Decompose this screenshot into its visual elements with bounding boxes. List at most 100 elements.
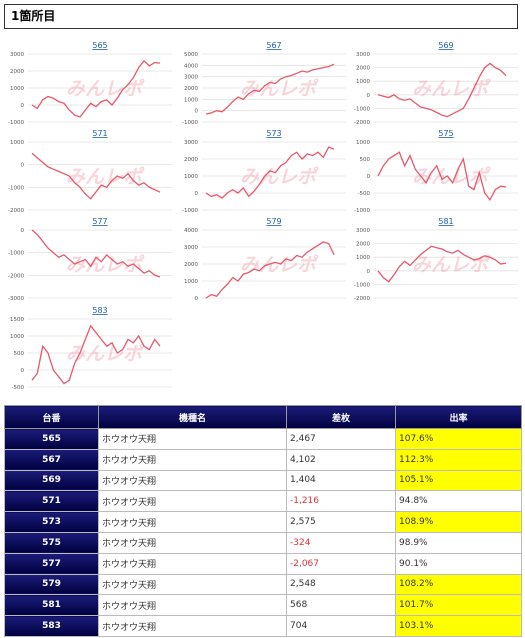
y-tick-label: 2000 — [184, 86, 198, 92]
header-row: 台番 機種名 差枚 出率 — [4, 405, 522, 429]
watermark: みんレポ — [240, 166, 319, 188]
table-row: 573 ホウオウ天翔 2,575 108.9% — [4, 511, 522, 533]
y-tick-label: -1000 — [8, 120, 24, 126]
machine-name: ホウオウ天翔 — [98, 448, 287, 471]
y-tick-label: 500 — [14, 351, 25, 357]
y-tick-label: 1000 — [184, 279, 198, 285]
y-tick-label: -2000 — [354, 120, 370, 126]
chart-title-link[interactable]: 577 — [92, 217, 107, 226]
payout-rate: 103.1% — [395, 615, 522, 637]
chart-title-link[interactable]: 569 — [438, 41, 453, 50]
y-tick-label: 1000 — [356, 255, 370, 261]
watermark: みんレポ — [412, 78, 491, 100]
payout-rate: 107.6% — [395, 428, 522, 450]
data-line — [377, 62, 507, 118]
y-tick-label: 1000 — [356, 79, 370, 85]
data-line — [205, 146, 335, 199]
y-tick-label: 0 — [367, 93, 371, 99]
watermark: みんレポ — [66, 166, 145, 188]
y-tick-label: 0 — [21, 163, 25, 169]
y-tick-label: 1000 — [184, 174, 198, 180]
y-tick-label: 3000 — [10, 52, 24, 58]
y-tick-label: -1000 — [182, 208, 198, 214]
y-tick-label: 1000 — [10, 86, 24, 92]
y-tick-label: -1000 — [182, 120, 198, 126]
column-header: 差枚 — [286, 405, 396, 429]
y-tick-label: -1000 — [354, 106, 370, 112]
payout-rate: 105.1% — [395, 469, 522, 492]
watermark: みんレポ — [412, 254, 491, 276]
y-tick-label: -1000 — [8, 251, 24, 257]
y-tick-label: 5000 — [184, 52, 198, 58]
y-tick-label: 1000 — [356, 140, 370, 146]
y-tick-label: 3000 — [184, 140, 198, 146]
y-tick-label: 3000 — [356, 228, 370, 234]
y-tick-label: 2000 — [356, 242, 370, 248]
y-tick-label: 2000 — [356, 66, 370, 72]
chart-title-link[interactable]: 567 — [266, 41, 281, 50]
y-tick-label: -2000 — [8, 273, 24, 279]
y-tick-label: 2000 — [10, 69, 24, 75]
machine-number: 583 — [4, 615, 99, 637]
machine-number: 569 — [4, 469, 99, 492]
y-tick-label: 3000 — [184, 75, 198, 81]
machine-name: ホウオウ天翔 — [98, 531, 287, 554]
chart-title-link[interactable]: 583 — [92, 306, 107, 315]
table-row: 577 ホウオウ天翔 -2,067 90.1% — [4, 552, 522, 575]
payout-rate: 94.8% — [395, 490, 522, 513]
column-header: 出率 — [395, 405, 522, 429]
watermark: みんレポ — [66, 343, 145, 365]
table-row: 567 ホウオウ天翔 4,102 112.3% — [4, 448, 522, 471]
coin-difference: 2,575 — [286, 511, 396, 533]
machine-number: 567 — [4, 448, 99, 471]
y-tick-label: 1000 — [184, 97, 198, 103]
y-tick-label: 3000 — [356, 52, 370, 58]
chart-title-link[interactable]: 565 — [92, 41, 107, 50]
y-tick-label: 4000 — [184, 228, 198, 234]
coin-difference: 1,404 — [286, 469, 396, 492]
watermark: みんレポ — [66, 78, 145, 100]
table-row: 571 ホウオウ天翔 -1,216 94.8% — [4, 490, 522, 513]
y-tick-label: 500 — [360, 157, 371, 163]
y-tick-label: -500 — [358, 191, 371, 197]
y-tick-label: 2000 — [184, 262, 198, 268]
machine-number: 575 — [4, 531, 99, 554]
chart-title-link[interactable]: 571 — [92, 129, 107, 138]
chart-title-link[interactable]: 573 — [266, 129, 281, 138]
watermark: みんレポ — [412, 166, 491, 188]
watermark: みんレポ — [240, 254, 319, 276]
y-tick-label: -1000 — [354, 208, 370, 214]
y-tick-label: 0 — [195, 109, 199, 115]
y-tick-label: 0 — [367, 174, 371, 180]
table-body: 565 ホウオウ天翔 2,467 107.6% 567 ホウオウ天翔 4,102 112.3%… — [4, 428, 522, 637]
chart-title-link[interactable]: 575 — [438, 129, 453, 138]
chart-title-link[interactable]: 581 — [438, 217, 453, 226]
machine-number: 581 — [4, 594, 99, 617]
coin-difference: -324 — [286, 531, 396, 554]
payout-rate: 98.9% — [395, 531, 522, 554]
table-row: 583 ホウオウ天翔 704 103.1% — [4, 615, 522, 637]
y-tick-label: -2000 — [8, 208, 24, 214]
payout-rate: 108.9% — [395, 511, 522, 533]
column-header: 台番 — [4, 405, 99, 429]
y-tick-label: 2000 — [184, 157, 198, 163]
machine-number: 565 — [4, 428, 99, 450]
data-table: 台番 機種名 差枚 出率 565 ホウオウ天翔 2,467 107.6% 567 ホウオウ天翔 4… — [4, 405, 522, 637]
y-tick-label: 3000 — [184, 245, 198, 251]
y-tick-label: 1000 — [10, 140, 24, 146]
y-tick-label: 0 — [195, 191, 199, 197]
machine-name: ホウオウ天翔 — [98, 615, 287, 637]
coin-difference: 704 — [286, 615, 396, 637]
coin-difference: -2,067 — [286, 552, 396, 575]
table-row: 565 ホウオウ天翔 2,467 107.6% — [4, 428, 522, 450]
data-line — [31, 324, 161, 385]
y-tick-label: -1000 — [354, 282, 370, 288]
y-tick-label: -2000 — [354, 296, 370, 302]
machine-name: ホウオウ天翔 — [98, 511, 287, 533]
data-line — [31, 59, 161, 118]
machine-name: ホウオウ天翔 — [98, 594, 287, 617]
table-row: 579 ホウオウ天翔 2,548 108.2% — [4, 573, 522, 596]
chart-title-link[interactable]: 579 — [266, 217, 281, 226]
machine-number: 573 — [4, 511, 99, 533]
